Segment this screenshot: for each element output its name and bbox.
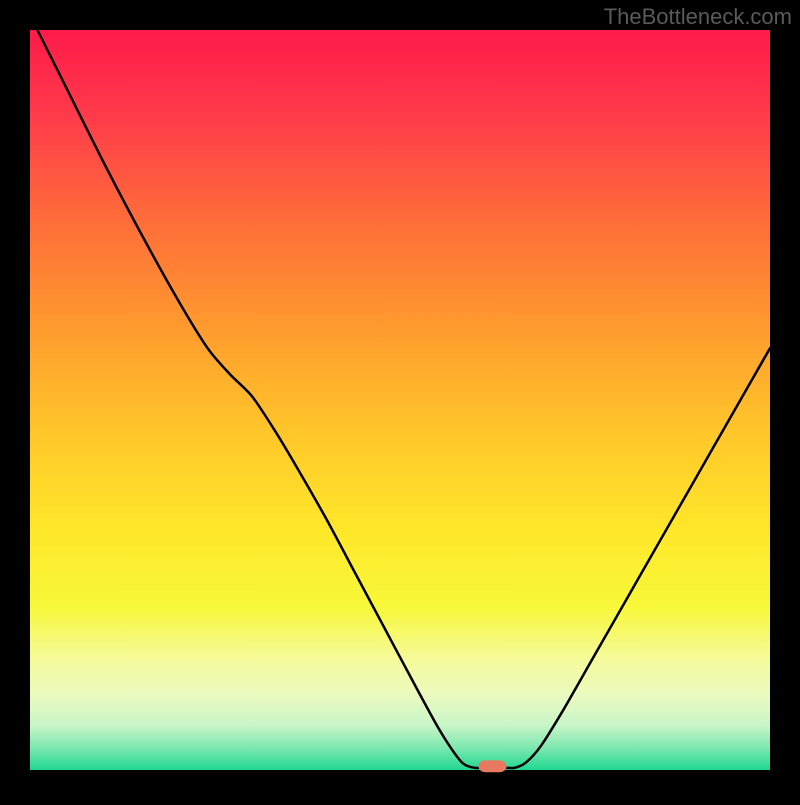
bottleneck-chart: TheBottleneck.com [0, 0, 800, 800]
optimal-marker [478, 760, 506, 772]
watermark: TheBottleneck.com [604, 4, 792, 30]
chart-svg [0, 0, 800, 800]
